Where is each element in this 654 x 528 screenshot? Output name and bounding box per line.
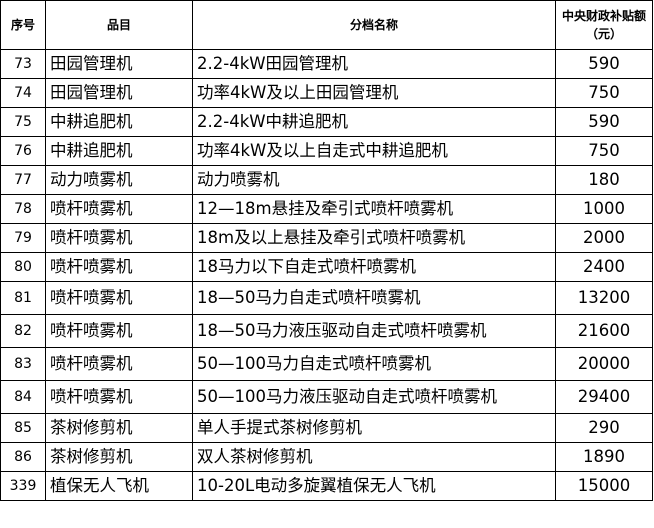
cell-no: 74	[0, 78, 46, 108]
cell-subsidy: 2400	[555, 252, 653, 282]
table-row: 76 中耕追肥机 功率4kW及以上自走式中耕追肥机 750	[0, 136, 653, 166]
table-row: 74 田园管理机 功率4kW及以上田园管理机 750	[0, 78, 653, 108]
cell-name: 50—100马力液压驱动自走式喷杆喷雾机	[192, 380, 556, 414]
cell-name: 10-20L电动多旋翼植保无人飞机	[192, 471, 556, 501]
cell-no: 75	[0, 107, 46, 137]
header-no: 序号	[0, 0, 46, 50]
cell-no: 86	[0, 442, 46, 472]
cell-subsidy: 15000	[555, 471, 653, 501]
cell-no: 85	[0, 413, 46, 443]
cell-item: 田园管理机	[45, 78, 193, 108]
cell-no: 83	[0, 347, 46, 381]
cell-subsidy: 750	[555, 136, 653, 166]
cell-subsidy: 180	[555, 165, 653, 195]
cell-item: 茶树修剪机	[45, 442, 193, 472]
table-row: 81 喷杆喷雾机 18—50马力自走式喷杆喷雾机 13200	[0, 281, 653, 315]
cell-item: 植保无人飞机	[45, 471, 193, 501]
cell-subsidy: 20000	[555, 347, 653, 381]
cell-name: 18m及以上悬挂及牵引式喷杆喷雾机	[192, 223, 556, 253]
cell-subsidy: 590	[555, 49, 653, 79]
cell-item: 喷杆喷雾机	[45, 252, 193, 282]
table-row: 85 茶树修剪机 单人手提式茶树修剪机 290	[0, 413, 653, 443]
cell-name: 双人茶树修剪机	[192, 442, 556, 472]
cell-item: 喷杆喷雾机	[45, 194, 193, 224]
cell-name: 18—50马力液压驱动自走式喷杆喷雾机	[192, 314, 556, 348]
cell-name: 单人手提式茶树修剪机	[192, 413, 556, 443]
cell-no: 76	[0, 136, 46, 166]
table-row: 339 植保无人飞机 10-20L电动多旋翼植保无人飞机 15000	[0, 471, 653, 501]
subsidy-table: 序号 品目 分档名称 中央财政补贴额（元） 73 田园管理机 2.2-4kW田园管理…	[0, 0, 653, 501]
cell-no: 80	[0, 252, 46, 282]
table-row: 86 茶树修剪机 双人茶树修剪机 1890	[0, 442, 653, 472]
cell-subsidy: 1890	[555, 442, 653, 472]
cell-subsidy: 29400	[555, 380, 653, 414]
cell-item: 喷杆喷雾机	[45, 281, 193, 315]
cell-subsidy: 13200	[555, 281, 653, 315]
cell-no: 78	[0, 194, 46, 224]
cell-name: 2.2-4kW田园管理机	[192, 49, 556, 79]
cell-name: 功率4kW及以上田园管理机	[192, 78, 556, 108]
cell-item: 喷杆喷雾机	[45, 380, 193, 414]
cell-subsidy: 2000	[555, 223, 653, 253]
cell-subsidy: 21600	[555, 314, 653, 348]
cell-item: 喷杆喷雾机	[45, 347, 193, 381]
cell-name: 18马力以下自走式喷杆喷雾机	[192, 252, 556, 282]
cell-subsidy: 750	[555, 78, 653, 108]
cell-item: 喷杆喷雾机	[45, 314, 193, 348]
cell-subsidy: 590	[555, 107, 653, 137]
cell-no: 84	[0, 380, 46, 414]
cell-no: 73	[0, 49, 46, 79]
table-body: 73 田园管理机 2.2-4kW田园管理机 590 74 田园管理机 功率4kW及以上田园管…	[0, 49, 653, 501]
cell-name: 功率4kW及以上自走式中耕追肥机	[192, 136, 556, 166]
cell-item: 动力喷雾机	[45, 165, 193, 195]
table-row: 84 喷杆喷雾机 50—100马力液压驱动自走式喷杆喷雾机 29400	[0, 380, 653, 414]
table-row: 73 田园管理机 2.2-4kW田园管理机 590	[0, 49, 653, 79]
cell-subsidy: 1000	[555, 194, 653, 224]
cell-name: 2.2-4kW中耕追肥机	[192, 107, 556, 137]
table-row: 77 动力喷雾机 动力喷雾机 180	[0, 165, 653, 195]
cell-item: 中耕追肥机	[45, 107, 193, 137]
header-item: 品目	[45, 0, 193, 50]
cell-item: 中耕追肥机	[45, 136, 193, 166]
cell-subsidy: 290	[555, 413, 653, 443]
table-row: 75 中耕追肥机 2.2-4kW中耕追肥机 590	[0, 107, 653, 137]
table-row: 78 喷杆喷雾机 12—18m悬挂及牵引式喷杆喷雾机 1000	[0, 194, 653, 224]
cell-no: 82	[0, 314, 46, 348]
table-header-row: 序号 品目 分档名称 中央财政补贴额（元）	[0, 0, 653, 50]
cell-no: 77	[0, 165, 46, 195]
header-subsidy: 中央财政补贴额（元）	[555, 0, 653, 50]
cell-name: 18—50马力自走式喷杆喷雾机	[192, 281, 556, 315]
cell-no: 79	[0, 223, 46, 253]
table-row: 82 喷杆喷雾机 18—50马力液压驱动自走式喷杆喷雾机 21600	[0, 314, 653, 348]
cell-no: 81	[0, 281, 46, 315]
table-row: 80 喷杆喷雾机 18马力以下自走式喷杆喷雾机 2400	[0, 252, 653, 282]
cell-item: 田园管理机	[45, 49, 193, 79]
cell-name: 50—100马力自走式喷杆喷雾机	[192, 347, 556, 381]
cell-item: 茶树修剪机	[45, 413, 193, 443]
table-row: 83 喷杆喷雾机 50—100马力自走式喷杆喷雾机 20000	[0, 347, 653, 381]
table-row: 79 喷杆喷雾机 18m及以上悬挂及牵引式喷杆喷雾机 2000	[0, 223, 653, 253]
header-name: 分档名称	[192, 0, 556, 50]
cell-name: 动力喷雾机	[192, 165, 556, 195]
cell-name: 12—18m悬挂及牵引式喷杆喷雾机	[192, 194, 556, 224]
cell-no: 339	[0, 471, 46, 501]
cell-item: 喷杆喷雾机	[45, 223, 193, 253]
